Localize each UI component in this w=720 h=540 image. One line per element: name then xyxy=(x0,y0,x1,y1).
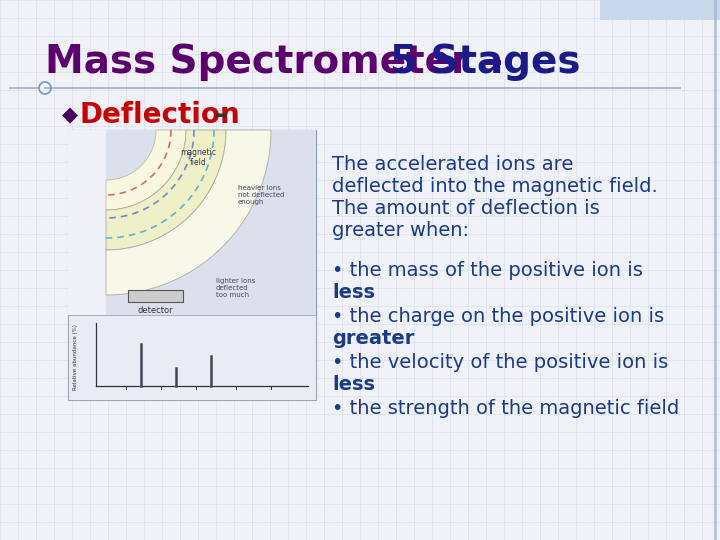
Polygon shape xyxy=(106,130,186,210)
Text: Relative abundance (%): Relative abundance (%) xyxy=(73,325,78,390)
Text: Mass Spectrometer –: Mass Spectrometer – xyxy=(45,43,517,81)
Text: less: less xyxy=(332,375,375,394)
FancyBboxPatch shape xyxy=(68,130,106,315)
Text: detector: detector xyxy=(138,306,174,315)
FancyBboxPatch shape xyxy=(68,130,316,400)
Text: • the charge on the positive ion is: • the charge on the positive ion is xyxy=(332,307,670,326)
Text: • the strength of the magnetic field: • the strength of the magnetic field xyxy=(332,399,679,418)
Text: The amount of deflection is: The amount of deflection is xyxy=(332,199,600,218)
Text: lighter ions
deflected
too much: lighter ions deflected too much xyxy=(216,278,256,298)
Text: deflected into the magnetic field.: deflected into the magnetic field. xyxy=(332,177,658,196)
FancyBboxPatch shape xyxy=(68,315,316,400)
Text: greater: greater xyxy=(332,329,415,348)
FancyBboxPatch shape xyxy=(68,130,316,315)
Text: Deflection: Deflection xyxy=(80,101,240,129)
FancyBboxPatch shape xyxy=(600,0,720,20)
Text: 5 Stages: 5 Stages xyxy=(390,43,580,81)
Text: heavier ions
not deflected
enough: heavier ions not deflected enough xyxy=(238,185,284,205)
FancyBboxPatch shape xyxy=(128,290,183,302)
Text: ◆: ◆ xyxy=(62,105,78,125)
Text: The accelerated ions are: The accelerated ions are xyxy=(332,155,573,174)
Text: • the velocity of the positive ion is: • the velocity of the positive ion is xyxy=(332,353,675,372)
Polygon shape xyxy=(106,130,271,295)
Text: less: less xyxy=(332,283,375,302)
Text: magnetic
field: magnetic field xyxy=(180,148,216,167)
Text: –: – xyxy=(205,101,228,129)
Text: • the mass of the positive ion is: • the mass of the positive ion is xyxy=(332,261,649,280)
Polygon shape xyxy=(106,130,226,250)
Text: greater when:: greater when: xyxy=(332,221,469,240)
